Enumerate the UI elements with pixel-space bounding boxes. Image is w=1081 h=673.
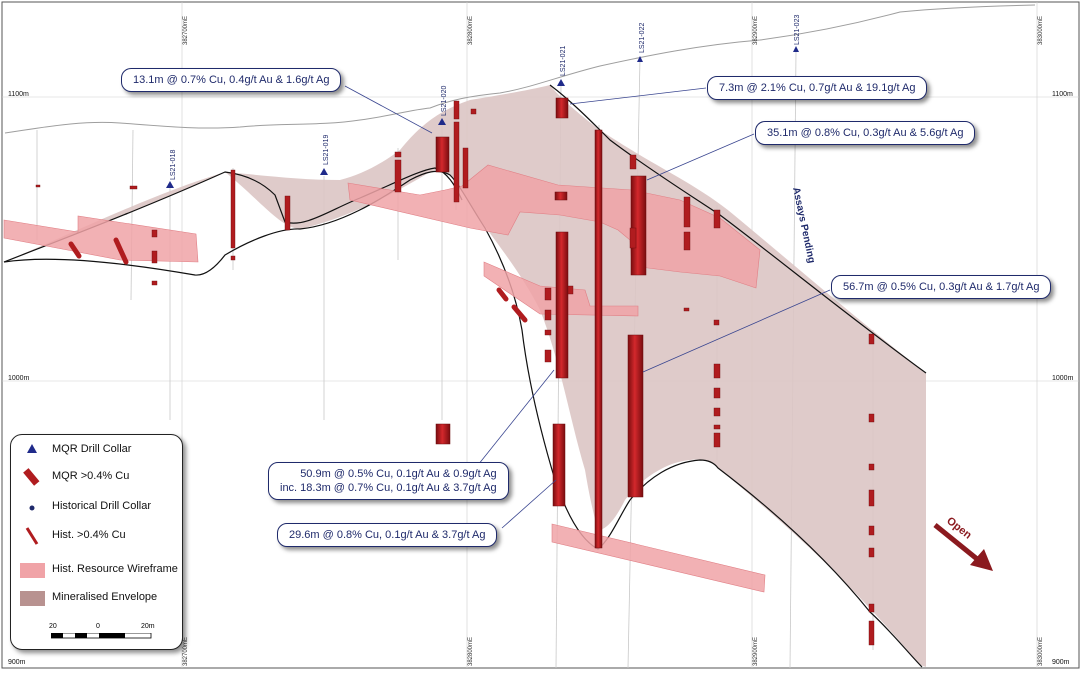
legend-label: Mineralised Envelope [52, 591, 158, 603]
elevation-left-1100: 1100m [8, 91, 29, 98]
legend-label: Historical Drill Collar [52, 500, 152, 512]
easting-top-4: 383000mE [1038, 16, 1044, 45]
easting-bottom-2: 382800mE [468, 637, 474, 666]
topography-line [4, 4, 1036, 134]
callout-text: 29.6m @ 0.8% Cu, 0.1g/t Au & 3.7g/t Ag [289, 529, 486, 541]
callout-text: 56.7m @ 0.5% Cu, 0.3g/t Au & 1.7g/t Ag [843, 281, 1040, 293]
legend-item-mineralised-envelope: Mineralised Envelope [11, 588, 182, 608]
legend-label: Hist. >0.4% Cu [52, 529, 126, 541]
legend-item-hist-wireframe: Hist. Resource Wireframe [11, 560, 182, 580]
easting-top-3: 382900mE [753, 16, 759, 45]
dot-icon [29, 505, 35, 511]
scale-bar-graphic [51, 633, 152, 639]
envelope-boundary-east [549, 84, 927, 374]
triangle-icon [27, 444, 37, 453]
scale-label-left: 20 [49, 623, 57, 630]
callout-ls21-021-mid-intercept: 50.9m @ 0.5% Cu, 0.1g/t Au & 0.9g/t Ag i… [268, 462, 509, 500]
callout-text: 35.1m @ 0.8% Cu, 0.3g/t Au & 5.6g/t Ag [767, 127, 964, 139]
collar-ls21-022-icon [637, 56, 643, 62]
collar-ls21-018-icon [166, 181, 174, 188]
legend-item-mqr-collar: MQR Drill Collar [11, 440, 182, 460]
callout-text: 7.3m @ 2.1% Cu, 0.7g/t Au & 19.1g/t Ag [719, 82, 916, 94]
elevation-right-1000: 1000m [1052, 375, 1074, 382]
callout-ls21-021-lower-intercept: 29.6m @ 0.8% Cu, 0.1g/t Au & 3.7g/t Ag [277, 523, 498, 547]
intercept-bar-icon [23, 468, 40, 486]
legend-label: MQR Drill Collar [52, 443, 132, 455]
wireframe-swatch-icon [20, 563, 45, 578]
collar-ls21-019-icon [320, 168, 328, 175]
envelope-boundary-lower [3, 170, 923, 668]
collar-ls21-021-icon [557, 79, 565, 86]
hist-intercept-icon [25, 527, 39, 545]
legend-panel: MQR Drill Collar MQR >0.4% Cu Historical… [10, 434, 183, 650]
hist-angled-intercepts [68, 237, 528, 323]
elevation-left-1000: 1000m [8, 375, 30, 382]
legend-label: Hist. Resource Wireframe [52, 563, 178, 575]
scale-label-mid: 0 [96, 623, 100, 630]
open-arrow-head-icon [970, 549, 993, 571]
callout-text-line2: inc. 18.3m @ 0.7% Cu, 0.1g/t Au & 3.7g/t… [280, 482, 497, 494]
easting-bottom-1: 382700mE [183, 637, 189, 666]
hist-intercepts [35, 100, 875, 646]
elevation-right-1100: 1100m [1052, 91, 1073, 98]
easting-bottom-3: 382900mE [753, 637, 759, 666]
annotation-leaders [344, 85, 831, 529]
hole-label-ls21-018: LS21-018 [170, 150, 177, 180]
hole-label-ls21-020: LS21-020 [441, 86, 448, 116]
elevation-left-900: 900m [8, 659, 26, 666]
hole-label-ls21-021: LS21-021 [560, 46, 567, 76]
collar-ls21-023-icon [793, 46, 799, 52]
scale-bar: 20 0 20m [49, 623, 159, 645]
callout-ls21-021-upper-intercept: 7.3m @ 2.1% Cu, 0.7g/t Au & 19.1g/t Ag [707, 76, 928, 100]
legend-item-mqr-intercept: MQR >0.4% Cu [11, 467, 182, 487]
easting-top-2: 382800mE [468, 16, 474, 45]
mqr-collars [166, 46, 799, 188]
callout-text: 13.1m @ 0.7% Cu, 0.4g/t Au & 1.6g/t Ag [133, 74, 330, 86]
collar-ls21-020-icon [438, 118, 446, 125]
callout-ls21-022-upper-intercept: 35.1m @ 0.8% Cu, 0.3g/t Au & 5.6g/t Ag [755, 121, 976, 145]
callout-ls21-022-lower-intercept: 56.7m @ 0.5% Cu, 0.3g/t Au & 1.7g/t Ag [831, 275, 1052, 299]
legend-item-hist-collar: Historical Drill Collar [11, 497, 182, 517]
hole-label-ls21-019: LS21-019 [323, 135, 330, 165]
hole-label-ls21-023: LS21-023 [794, 15, 801, 45]
easting-top-1: 382700mE [183, 16, 189, 45]
envelope-swatch-icon [20, 591, 45, 606]
hole-label-ls21-022: LS21-022 [639, 23, 646, 53]
scale-label-right: 20m [141, 623, 155, 630]
elevation-right-900: 900m [1052, 659, 1070, 666]
callout-text-line1: 50.9m @ 0.5% Cu, 0.1g/t Au & 0.9g/t Ag [300, 468, 497, 480]
callout-ls21-020-intercept: 13.1m @ 0.7% Cu, 0.4g/t Au & 1.6g/t Ag [121, 68, 342, 92]
envelope-boundary-upper [3, 167, 463, 263]
legend-item-hist-intercept: Hist. >0.4% Cu [11, 526, 182, 546]
easting-bottom-4: 383000mE [1038, 637, 1044, 666]
legend-label: MQR >0.4% Cu [52, 470, 130, 482]
mqr-intercepts [435, 97, 647, 549]
